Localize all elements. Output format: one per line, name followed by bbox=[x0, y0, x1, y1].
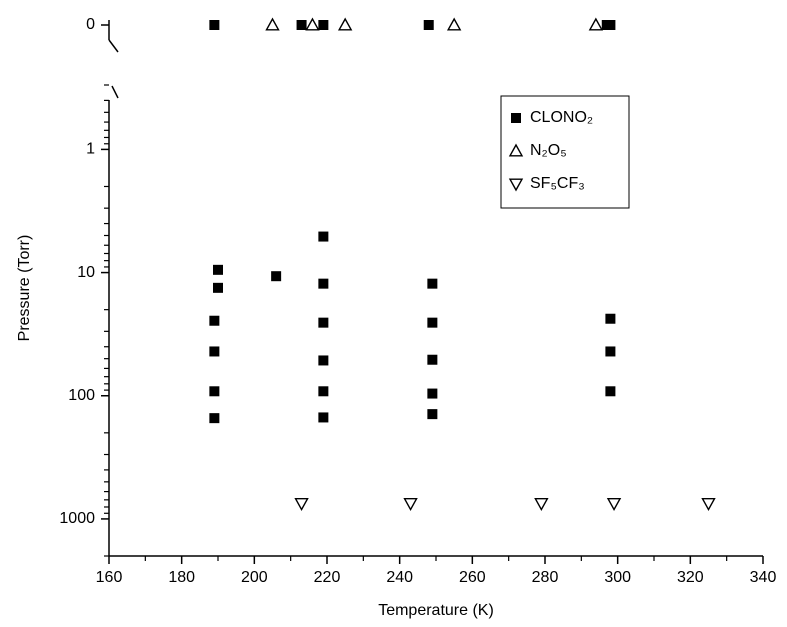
x-tick-label: 160 bbox=[96, 569, 123, 586]
data-point bbox=[337, 17, 353, 31]
legend-label: CLONO₂ bbox=[530, 109, 593, 126]
data-point bbox=[318, 412, 329, 423]
data-point bbox=[318, 386, 329, 397]
data-point bbox=[403, 498, 418, 511]
legend-marker bbox=[508, 143, 524, 157]
data-point bbox=[423, 20, 434, 30]
y-tick-label: 1 bbox=[86, 141, 95, 158]
data-point bbox=[209, 386, 220, 397]
x-tick-label: 340 bbox=[750, 569, 777, 586]
data-point bbox=[271, 271, 282, 282]
data-point bbox=[296, 20, 307, 30]
data-point bbox=[305, 17, 320, 31]
data-point bbox=[213, 282, 223, 293]
data-point bbox=[209, 20, 220, 30]
data-point bbox=[605, 346, 616, 357]
y-tick-label: 100 bbox=[68, 387, 95, 404]
legend-marker bbox=[511, 113, 521, 123]
data-point bbox=[534, 498, 549, 511]
x-tick-label: 240 bbox=[386, 569, 413, 586]
data-point bbox=[318, 20, 329, 30]
x-tick-label: 200 bbox=[241, 569, 268, 586]
data-point bbox=[318, 231, 329, 242]
data-point bbox=[318, 278, 329, 289]
legend-label: SF₅CF₃ bbox=[530, 175, 585, 192]
data-point bbox=[427, 278, 438, 289]
data-point bbox=[427, 317, 438, 328]
y-tick-label: 10 bbox=[77, 264, 95, 281]
data-point bbox=[605, 313, 616, 324]
data-point bbox=[701, 498, 716, 511]
data-point bbox=[427, 409, 438, 420]
data-point bbox=[318, 317, 329, 328]
data-point bbox=[209, 315, 220, 326]
data-point bbox=[588, 17, 604, 31]
axis-break bbox=[111, 85, 119, 99]
data-point bbox=[605, 20, 616, 30]
data-point bbox=[265, 17, 280, 31]
y-axis-title: Pressure (Torr) bbox=[16, 235, 33, 342]
x-tick-label: 280 bbox=[532, 569, 559, 586]
x-tick-label: 260 bbox=[459, 569, 486, 586]
data-point bbox=[605, 386, 616, 397]
y-tick-label: 1000 bbox=[59, 510, 95, 527]
axis-break bbox=[108, 39, 119, 53]
data-point bbox=[427, 388, 438, 399]
x-tick-label: 300 bbox=[604, 569, 631, 586]
data-point bbox=[213, 264, 223, 275]
x-tick-label: 320 bbox=[677, 569, 704, 586]
x-tick-label: 180 bbox=[168, 569, 195, 586]
data-point bbox=[209, 346, 220, 357]
data-point bbox=[318, 355, 329, 366]
data-point bbox=[209, 413, 220, 424]
x-tick-label: 220 bbox=[314, 569, 341, 586]
data-point bbox=[427, 354, 438, 365]
data-point bbox=[446, 17, 462, 31]
data-point bbox=[294, 498, 309, 511]
data-point bbox=[606, 498, 622, 511]
y-tick-label: 0 bbox=[86, 16, 95, 33]
x-axis-title: Temperature (K) bbox=[378, 602, 494, 619]
legend-marker bbox=[508, 178, 524, 192]
legend-box bbox=[500, 95, 630, 209]
legend-label: N₂O₅ bbox=[530, 142, 567, 159]
